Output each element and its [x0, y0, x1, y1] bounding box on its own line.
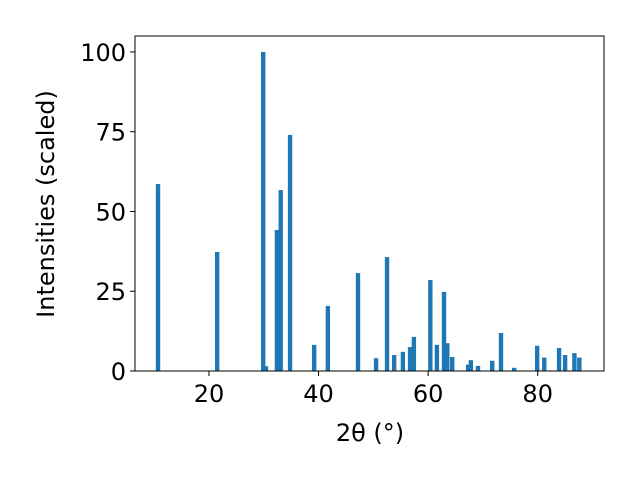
bar	[263, 366, 269, 371]
y-tick-label: 100	[80, 39, 126, 67]
bar	[534, 345, 540, 371]
bar	[400, 351, 406, 371]
bar	[434, 344, 440, 371]
bar	[407, 347, 413, 371]
bar	[490, 360, 495, 371]
x-tick-label: 80	[522, 380, 553, 408]
bar	[577, 357, 582, 371]
bar	[411, 336, 417, 371]
plot-frame	[134, 35, 605, 372]
bar	[441, 291, 447, 371]
y-tick-label: 50	[95, 198, 126, 226]
bar	[468, 360, 474, 371]
y-tick-label: 0	[111, 358, 126, 386]
bar	[572, 353, 577, 371]
bar	[355, 273, 361, 371]
bar	[278, 190, 283, 371]
bar	[261, 51, 266, 371]
bar	[562, 355, 568, 371]
bar	[391, 355, 397, 371]
bar	[445, 343, 450, 371]
bar	[450, 356, 455, 371]
bar	[465, 364, 471, 371]
bar	[373, 358, 379, 371]
bar	[511, 367, 517, 371]
x-tick-label: 20	[194, 380, 225, 408]
y-axis-label: Intensities (scaled)	[32, 90, 60, 318]
bar	[287, 134, 293, 371]
bar	[155, 184, 161, 371]
bar	[428, 280, 433, 371]
bar	[274, 229, 280, 371]
y-tick-label: 25	[95, 278, 126, 306]
bar	[498, 333, 504, 371]
bar	[384, 257, 390, 371]
bar	[475, 365, 481, 371]
x-tick-label: 40	[303, 380, 334, 408]
bar	[325, 305, 331, 371]
bar	[556, 348, 562, 371]
y-tick-label: 75	[95, 119, 126, 147]
bar	[214, 251, 220, 371]
x-tick-label: 60	[413, 380, 444, 408]
bar	[311, 344, 317, 371]
bar	[542, 357, 547, 371]
x-axis-label: 2θ (°)	[336, 419, 404, 447]
